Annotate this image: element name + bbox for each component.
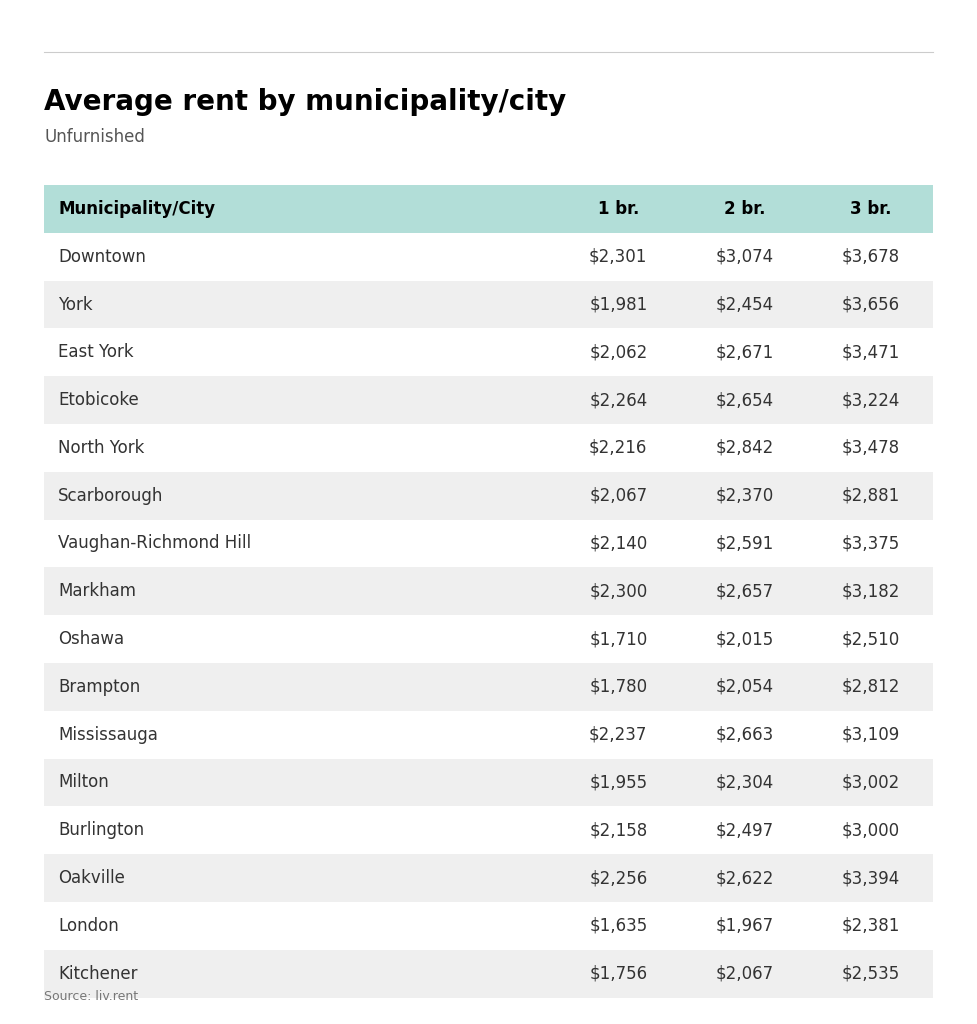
Text: $2,300: $2,300 [589, 583, 648, 600]
Text: 3 br.: 3 br. [850, 200, 891, 218]
FancyBboxPatch shape [44, 329, 933, 376]
Text: $1,635: $1,635 [589, 916, 648, 935]
Text: Municipality/City: Municipality/City [58, 200, 215, 218]
Text: $1,710: $1,710 [589, 630, 648, 648]
Text: $2,535: $2,535 [841, 965, 900, 983]
Text: $2,256: $2,256 [589, 869, 648, 887]
Text: $2,591: $2,591 [715, 535, 774, 553]
Text: $2,140: $2,140 [589, 535, 648, 553]
Text: 2 br.: 2 br. [724, 200, 765, 218]
FancyBboxPatch shape [44, 519, 933, 567]
Text: $2,301: $2,301 [589, 248, 648, 265]
Text: Downtown: Downtown [58, 248, 146, 265]
Text: Unfurnished: Unfurnished [44, 128, 145, 146]
Text: $1,780: $1,780 [589, 678, 648, 696]
Text: $3,109: $3,109 [841, 726, 900, 743]
Text: $2,054: $2,054 [715, 678, 774, 696]
Text: 1 br.: 1 br. [598, 200, 639, 218]
Text: Source: liv.rent: Source: liv.rent [44, 990, 138, 1002]
Text: $2,158: $2,158 [589, 821, 648, 840]
Text: $1,955: $1,955 [589, 773, 648, 792]
Text: $3,224: $3,224 [841, 391, 900, 410]
Text: $2,654: $2,654 [715, 391, 774, 410]
Text: Oshawa: Oshawa [58, 630, 124, 648]
Text: $2,881: $2,881 [841, 486, 900, 505]
Text: $2,370: $2,370 [715, 486, 774, 505]
Text: $3,375: $3,375 [841, 535, 900, 553]
FancyBboxPatch shape [44, 902, 933, 950]
FancyBboxPatch shape [44, 424, 933, 472]
FancyBboxPatch shape [44, 567, 933, 615]
Text: $2,671: $2,671 [715, 343, 774, 361]
FancyBboxPatch shape [44, 376, 933, 424]
Text: $1,981: $1,981 [589, 296, 648, 313]
Text: London: London [58, 916, 119, 935]
Text: Average rent by municipality/city: Average rent by municipality/city [44, 88, 567, 116]
Text: Oakville: Oakville [58, 869, 125, 887]
Text: $1,967: $1,967 [715, 916, 774, 935]
FancyBboxPatch shape [44, 759, 933, 806]
Text: $3,002: $3,002 [841, 773, 900, 792]
Text: $2,067: $2,067 [589, 486, 648, 505]
Text: North York: North York [58, 439, 145, 457]
Text: Milton: Milton [58, 773, 108, 792]
Text: $2,663: $2,663 [715, 726, 774, 743]
Text: East York: East York [58, 343, 134, 361]
FancyBboxPatch shape [44, 281, 933, 329]
Text: Brampton: Brampton [58, 678, 141, 696]
Text: $2,264: $2,264 [589, 391, 648, 410]
Text: Kitchener: Kitchener [58, 965, 138, 983]
Text: Markham: Markham [58, 583, 136, 600]
FancyBboxPatch shape [44, 615, 933, 663]
Text: $2,454: $2,454 [715, 296, 774, 313]
Text: $2,812: $2,812 [841, 678, 900, 696]
Text: York: York [58, 296, 93, 313]
Text: $2,015: $2,015 [715, 630, 774, 648]
Text: $3,000: $3,000 [841, 821, 900, 840]
Text: $2,062: $2,062 [589, 343, 648, 361]
Text: $2,657: $2,657 [715, 583, 774, 600]
Text: $3,182: $3,182 [841, 583, 900, 600]
Text: $2,622: $2,622 [715, 869, 774, 887]
FancyBboxPatch shape [44, 711, 933, 759]
Text: Mississauga: Mississauga [58, 726, 158, 743]
Text: $2,304: $2,304 [715, 773, 774, 792]
FancyBboxPatch shape [44, 854, 933, 902]
FancyBboxPatch shape [44, 185, 933, 232]
Text: $2,842: $2,842 [715, 439, 774, 457]
Text: $1,756: $1,756 [589, 965, 648, 983]
Text: $2,237: $2,237 [589, 726, 648, 743]
FancyBboxPatch shape [44, 950, 933, 997]
Text: Vaughan-Richmond Hill: Vaughan-Richmond Hill [58, 535, 251, 553]
Text: $2,216: $2,216 [589, 439, 648, 457]
FancyBboxPatch shape [44, 232, 933, 281]
Text: Etobicoke: Etobicoke [58, 391, 139, 410]
Text: $3,656: $3,656 [841, 296, 900, 313]
Text: $3,478: $3,478 [841, 439, 900, 457]
Text: $2,067: $2,067 [715, 965, 774, 983]
FancyBboxPatch shape [44, 663, 933, 711]
Text: $3,074: $3,074 [715, 248, 774, 265]
Text: $2,497: $2,497 [715, 821, 774, 840]
Text: $2,510: $2,510 [841, 630, 900, 648]
Text: $3,394: $3,394 [841, 869, 900, 887]
Text: $3,678: $3,678 [841, 248, 900, 265]
FancyBboxPatch shape [44, 807, 933, 854]
FancyBboxPatch shape [44, 472, 933, 519]
Text: Burlington: Burlington [58, 821, 145, 840]
Text: $2,381: $2,381 [841, 916, 900, 935]
Text: Scarborough: Scarborough [58, 486, 163, 505]
Text: $3,471: $3,471 [841, 343, 900, 361]
